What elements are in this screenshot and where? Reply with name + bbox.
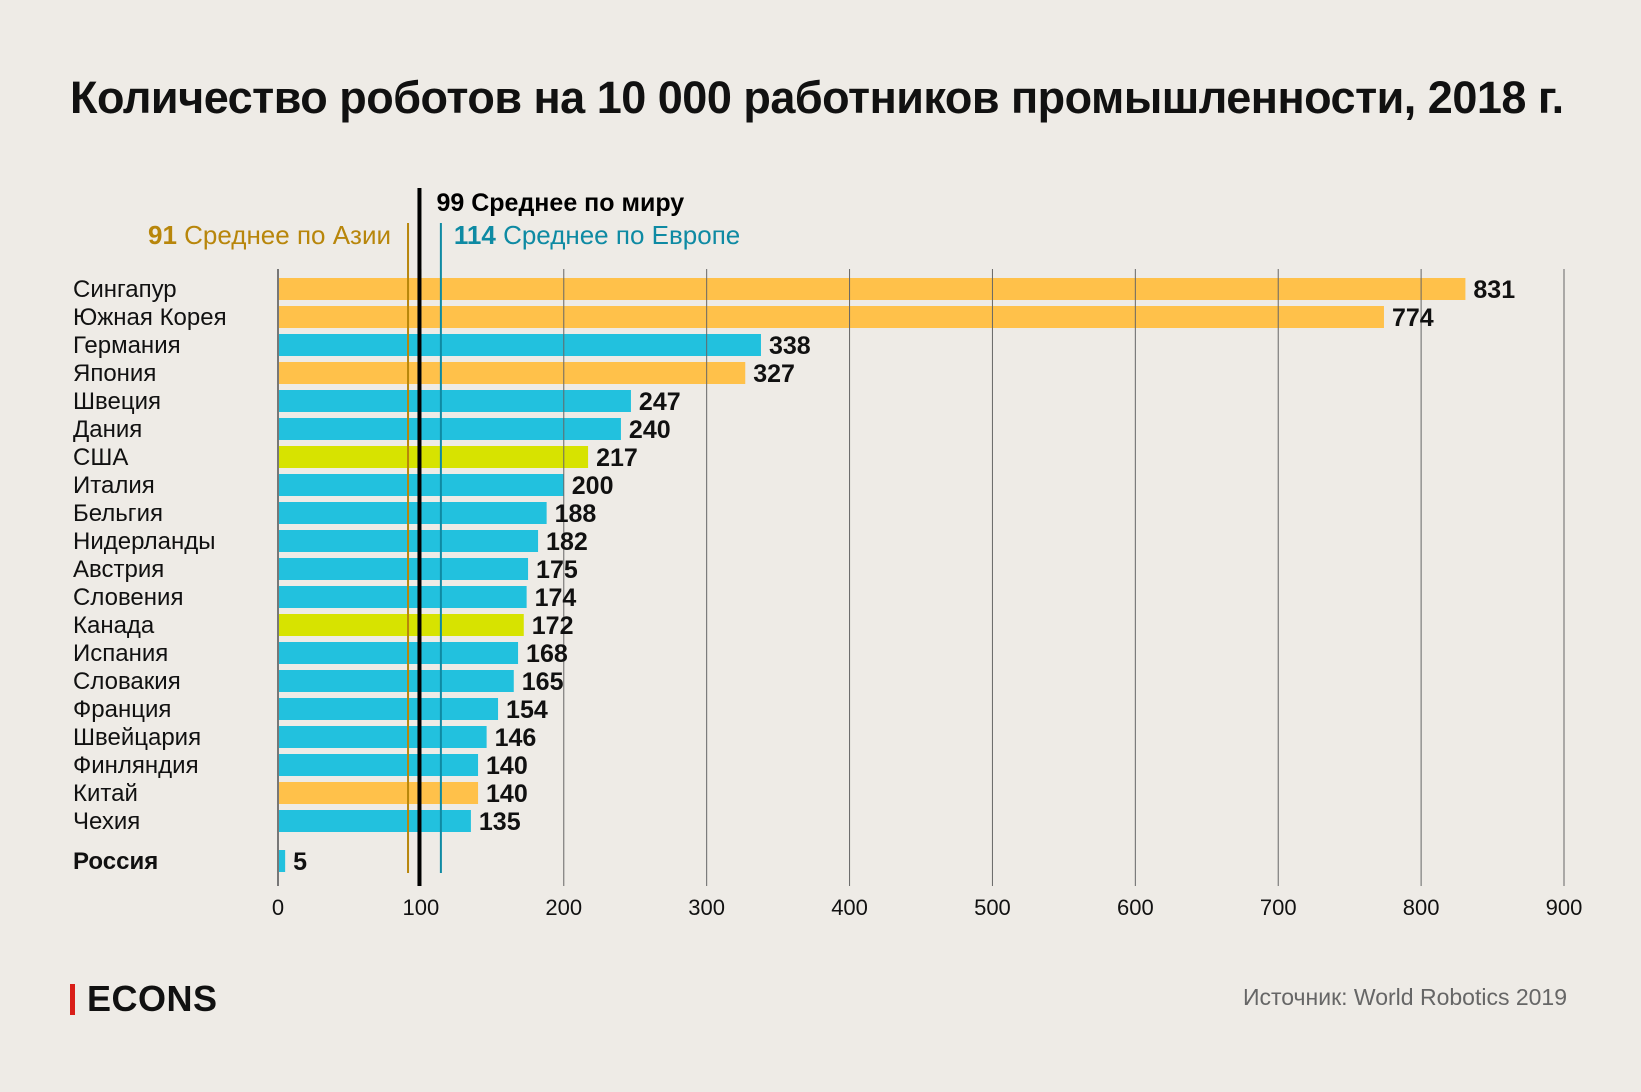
value-label: 140 (486, 780, 528, 808)
bar-4 (278, 362, 746, 384)
econs-logo: ECONS (70, 978, 218, 1020)
value-label: 182 (546, 528, 588, 556)
world-average-text: Среднее по миру (464, 189, 684, 217)
category-label: Китай (73, 780, 138, 807)
bar-2 (278, 306, 1384, 328)
category-label: Дания (73, 416, 142, 443)
bar-13 (278, 614, 524, 636)
x-tick-label: 700 (1260, 895, 1297, 920)
x-tick-label: 400 (831, 895, 868, 920)
world-average-value: 99 (436, 189, 464, 217)
logo-text: ECONS (87, 978, 218, 1019)
value-label: 135 (479, 808, 521, 836)
category-label: Канада (73, 612, 155, 639)
value-label: 5 (293, 848, 307, 876)
gridlines-layer (277, 269, 1565, 886)
x-tick-label: 800 (1403, 895, 1440, 920)
category-label: Финляндия (73, 752, 199, 779)
category-label: Южная Корея (73, 304, 227, 331)
europe-average-label: 114 Среднее по Европе (454, 220, 740, 250)
value-label: 338 (769, 332, 811, 360)
bar-21 (278, 850, 286, 872)
value-label: 172 (532, 612, 574, 640)
value-label: 146 (495, 724, 537, 752)
bar-9 (278, 502, 547, 524)
logo-red-bar (70, 983, 75, 1015)
value-label: 217 (596, 444, 638, 472)
value-label: 188 (555, 500, 597, 528)
europe-average-value: 114 (454, 220, 496, 250)
bar-14 (278, 642, 519, 664)
bar-18 (278, 754, 479, 776)
value-label: 165 (522, 668, 564, 696)
category-label: Словакия (73, 668, 181, 695)
value-label: 247 (639, 388, 681, 416)
europe-average-text: Среднее по Европе (496, 220, 740, 250)
value-label: 174 (535, 584, 577, 612)
bar-12 (278, 586, 527, 608)
chart-title: Количество роботов на 10 000 работников … (70, 72, 1564, 123)
category-label: Бельгия (73, 500, 163, 527)
value-label: 168 (526, 640, 568, 668)
category-label: Испания (73, 640, 168, 667)
category-label: Россия (73, 848, 158, 875)
bar-3 (278, 334, 761, 356)
bar-20 (278, 810, 471, 832)
category-label: Швеция (73, 388, 161, 415)
bar-15 (278, 670, 514, 692)
x-tick-label: 100 (403, 895, 440, 920)
category-label: Швейцария (73, 724, 201, 751)
x-tick-label: 500 (974, 895, 1011, 920)
value-label: 240 (629, 416, 671, 444)
reference-lines-layer (407, 188, 442, 886)
bar-19 (278, 782, 479, 804)
category-label: Словения (73, 584, 183, 611)
value-label: 831 (1473, 276, 1515, 304)
category-label: Япония (73, 360, 156, 387)
asia-average-text: Среднее по Азии (177, 220, 391, 250)
category-label: Италия (73, 472, 155, 499)
bars-layer (278, 278, 1466, 872)
category-label: Нидерланды (73, 528, 215, 555)
asia-average-value: 91 (148, 220, 177, 250)
category-label: Австрия (73, 556, 164, 583)
labels-layer: Сингапур 831 Южная Корея 774 Германия 338 Япон… (73, 189, 1582, 920)
category-label: Франция (73, 696, 171, 723)
world-average-label: 99 Среднее по миру (436, 189, 684, 217)
value-label: 774 (1392, 304, 1434, 332)
x-tick-label: 600 (1117, 895, 1154, 920)
source-note: Источник: World Robotics 2019 (1242, 984, 1567, 1010)
value-label: 154 (506, 696, 548, 724)
value-label: 140 (486, 752, 528, 780)
x-tick-label: 300 (688, 895, 725, 920)
bar-1 (278, 278, 1466, 300)
bar-7 (278, 446, 589, 468)
category-label: Чехия (73, 808, 140, 835)
bar-16 (278, 698, 499, 720)
category-label: Сингапур (73, 276, 177, 303)
category-label: США (73, 444, 128, 471)
category-label: Германия (73, 332, 181, 359)
value-label: 327 (753, 360, 795, 388)
asia-average-label: 91 Среднее по Азии (148, 220, 391, 250)
x-tick-label: 900 (1546, 895, 1583, 920)
x-tick-label: 200 (545, 895, 582, 920)
bar-6 (278, 418, 621, 440)
bar-5 (278, 390, 631, 412)
bar-17 (278, 726, 487, 748)
x-tick-label: 0 (272, 895, 284, 920)
value-label: 200 (572, 472, 614, 500)
bar-11 (278, 558, 529, 580)
value-label: 175 (536, 556, 578, 584)
